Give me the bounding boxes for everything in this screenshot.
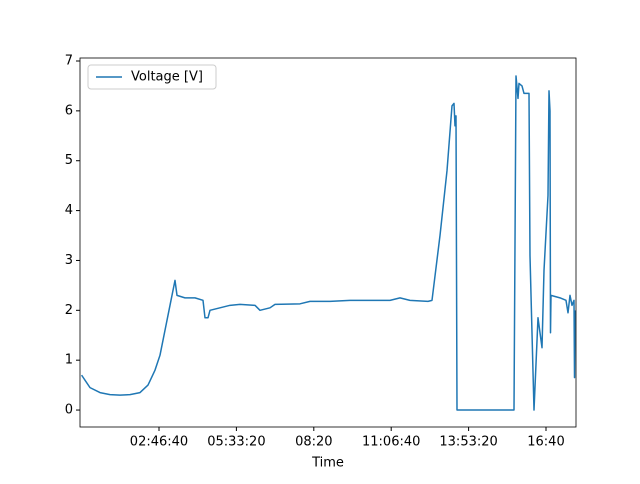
- x-tick-label: 05:33:20: [207, 435, 265, 450]
- y-tick-label: 0: [65, 403, 73, 418]
- legend-label: Voltage [V]: [131, 70, 203, 85]
- y-tick-label: 5: [65, 153, 73, 168]
- line-series: [80, 75, 576, 411]
- y-tick-label: 1: [65, 353, 73, 368]
- x-tick-label: 16:40: [527, 435, 564, 450]
- y-tick-label: 2: [65, 303, 73, 318]
- y-tick-label: 3: [65, 253, 73, 268]
- x-tick-label: 13:53:20: [439, 435, 497, 450]
- y-tick-label: 6: [65, 103, 73, 118]
- y-tick-label: 4: [65, 203, 73, 218]
- plot-frame: [79, 57, 577, 428]
- x-tick-label: 11:06:40: [362, 435, 420, 450]
- x-axis-label: Time: [311, 456, 344, 471]
- legend-box: [87, 64, 217, 90]
- x-tick-label: 02:46:40: [130, 435, 188, 450]
- x-tick-label: 08:20: [295, 435, 332, 450]
- y-tick-label: 7: [65, 53, 73, 68]
